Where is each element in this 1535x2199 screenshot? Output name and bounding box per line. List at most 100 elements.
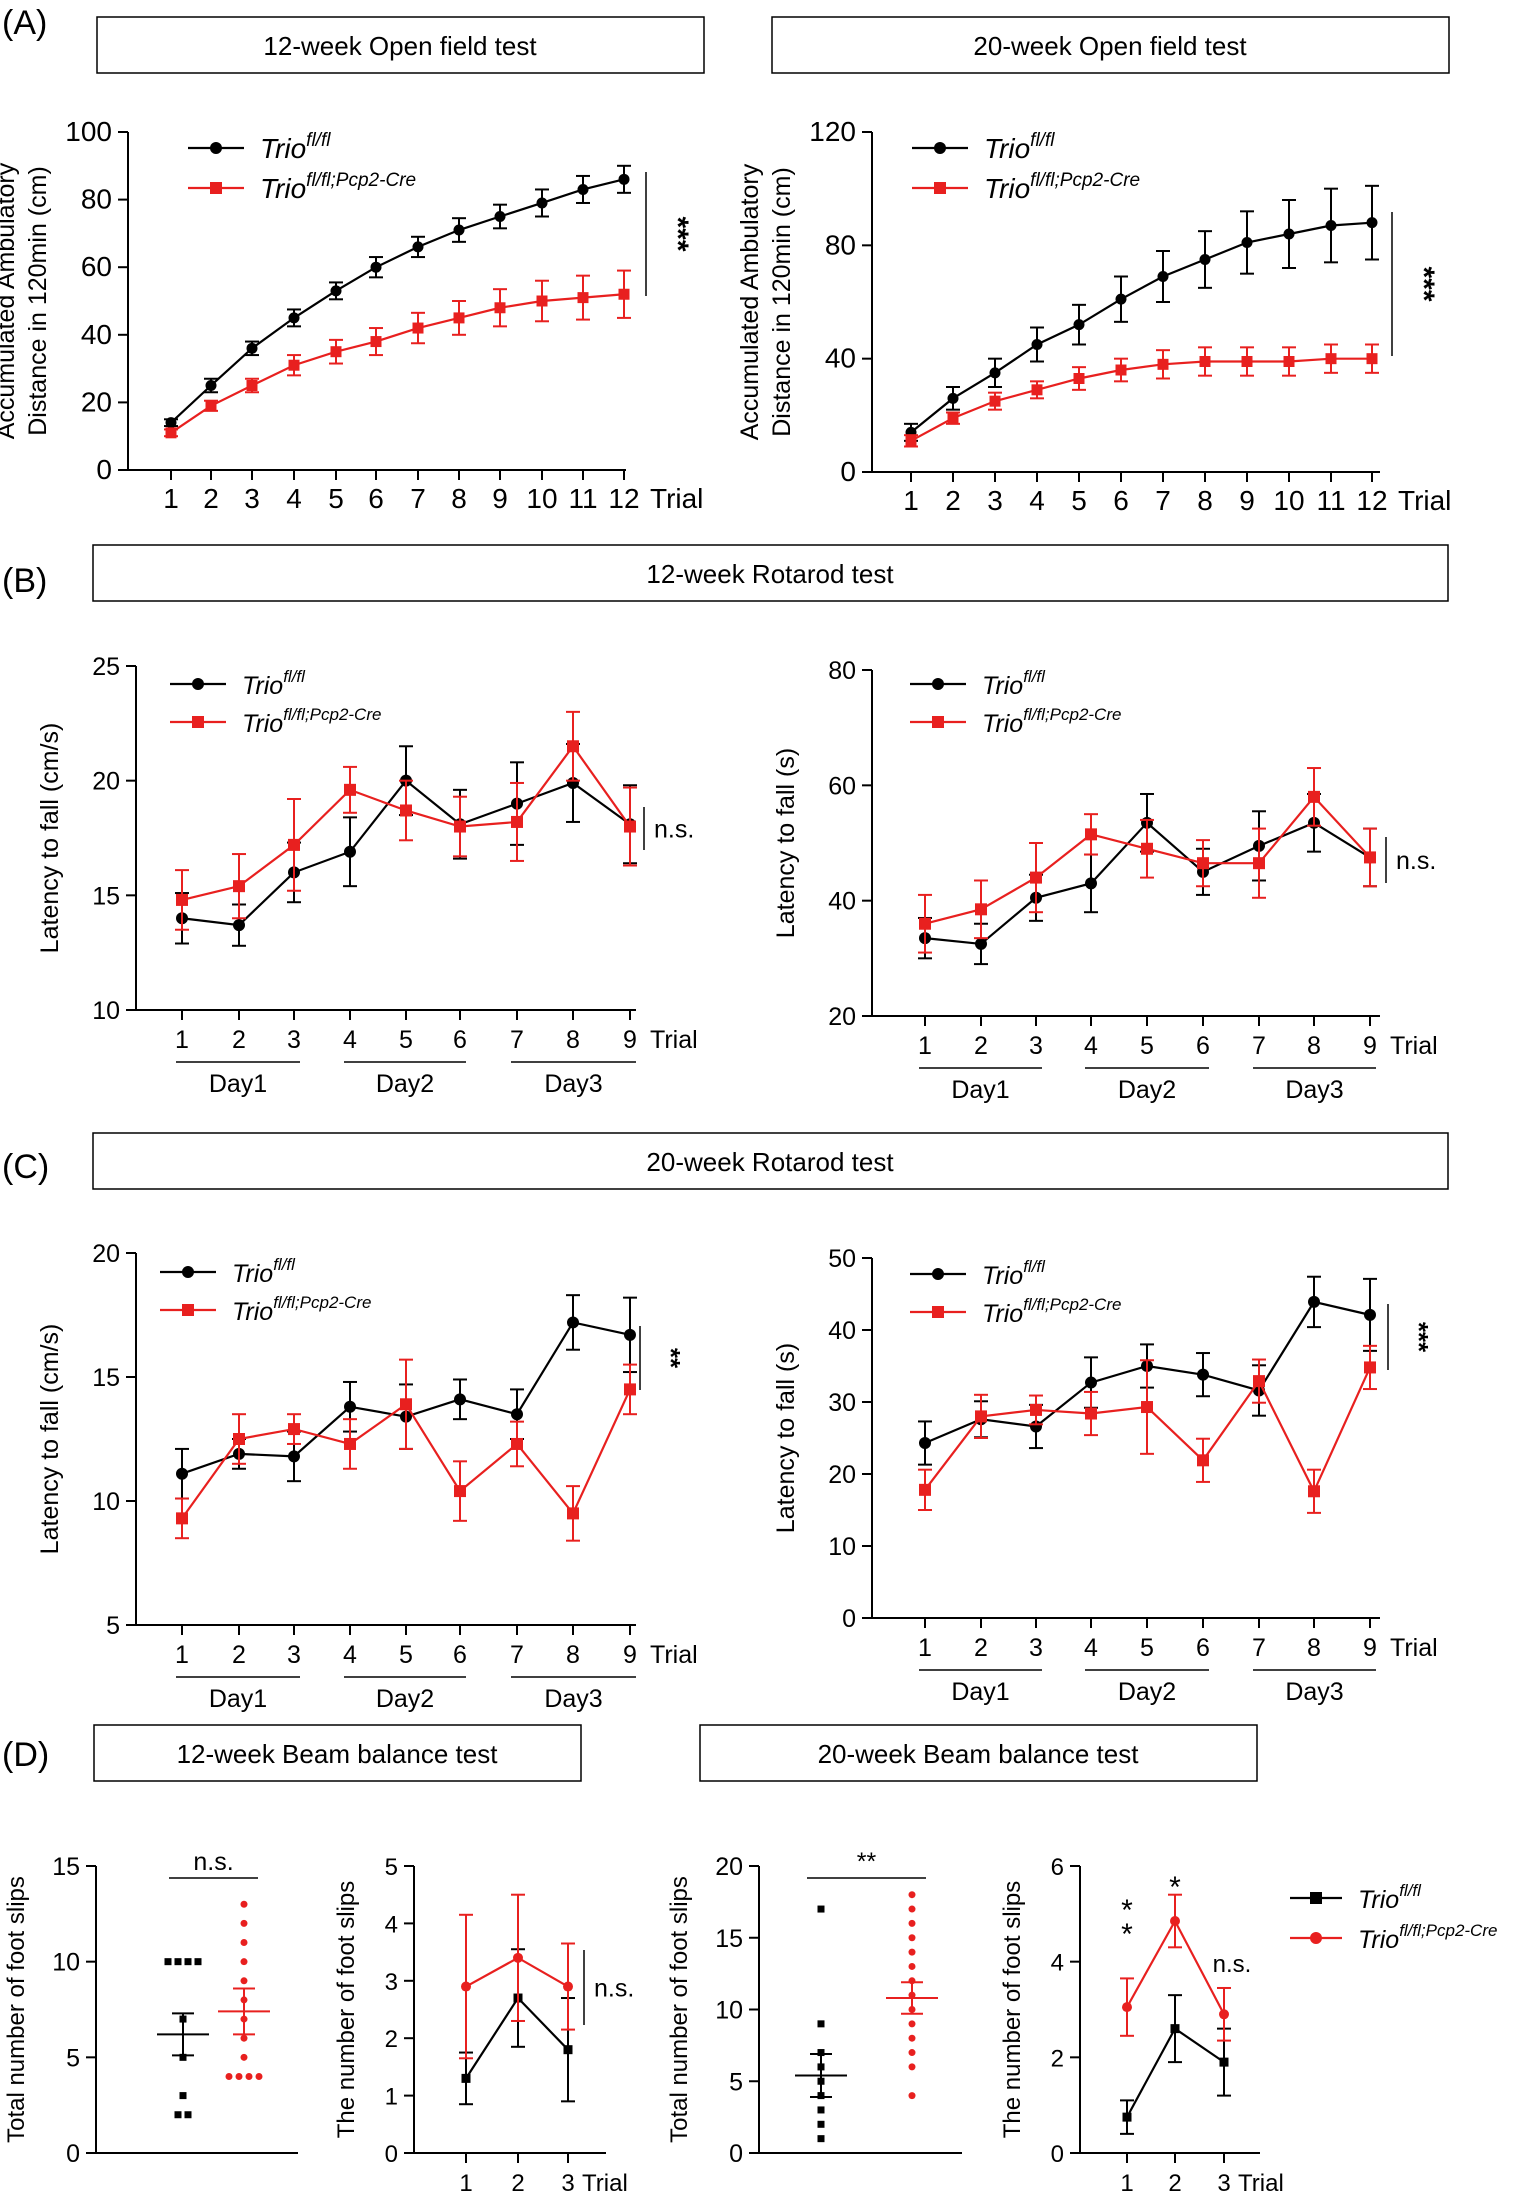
scatter-point [235, 2072, 243, 2080]
data-point [454, 820, 466, 833]
x-tick-label: 3 [244, 483, 260, 514]
x-tick-label: 3 [561, 2170, 574, 2197]
title-box-c [92, 1132, 1449, 1190]
title-box-a-left [96, 16, 705, 74]
data-point [453, 224, 465, 236]
x-tick-label: 8 [566, 1641, 580, 1669]
y-tick-label: 0 [840, 456, 856, 487]
x-tick-label: 3 [1029, 1634, 1043, 1662]
x-axis-label: Trial [1390, 1032, 1438, 1060]
legend-marker [932, 1306, 944, 1318]
data-point [461, 1981, 471, 1992]
data-point [494, 302, 506, 314]
significance-label: n.s. [654, 816, 694, 844]
x-tick-label: 8 [1307, 1032, 1321, 1060]
legend-label-0: Triofl/fl [260, 130, 331, 164]
scatter-point [908, 2092, 916, 2100]
y-tick-label: 5 [385, 1854, 398, 1881]
scatter-point [817, 2120, 825, 2128]
x-axis-label: Trial [582, 2170, 628, 2197]
legend-marker [932, 1268, 944, 1280]
data-point [567, 1507, 579, 1520]
scatter-point [240, 1939, 248, 1947]
data-point [919, 1437, 931, 1450]
day-label-2: Day2 [376, 1070, 434, 1098]
x-tick-label: 4 [1084, 1634, 1098, 1662]
data-point [1122, 2112, 1132, 2122]
data-point [536, 295, 548, 307]
data-point [1085, 1407, 1097, 1420]
y-axis-label: Distance in 120min (cm) [24, 166, 52, 436]
x-tick-label: 1 [459, 2170, 472, 2197]
y-tick-label: 80 [81, 184, 112, 215]
data-point [536, 197, 548, 209]
legend-marker [182, 1266, 194, 1278]
data-point [975, 903, 987, 916]
x-tick-label: 1 [175, 1641, 189, 1669]
sig-b2: n.s. [1385, 837, 1436, 883]
significance-label-trial1a: * [1121, 1894, 1133, 1927]
y-tick-label: 20 [92, 1240, 120, 1268]
y-tick-label: 10 [92, 997, 120, 1025]
scatter-point [908, 2034, 916, 2042]
significance-label: *** [1407, 266, 1440, 301]
day-label-2: Day2 [1118, 1076, 1176, 1104]
legend-c2: Triofl/fl Triofl/fl;Pcp2-Cre [910, 1257, 1121, 1328]
scatter-point [179, 2092, 187, 2100]
y-axis-label: Accumulated Ambulatory [0, 162, 20, 439]
series-line-0 [170, 178, 625, 424]
y-tick-label: 2 [1051, 2045, 1064, 2072]
y-tick-label: 100 [65, 116, 112, 147]
chart-d4: 0 2 4 6 The number of foot slips 1 2 3 Trial [999, 1854, 1284, 2197]
y-axis-label: The number of foot slips [999, 1881, 1026, 2138]
scatter-point [817, 2020, 825, 2028]
chart-d3: 0 5 10 15 20 Total number of foot slips ** [666, 1848, 962, 2168]
data-point [1085, 877, 1097, 890]
chart-d1: 0 5 10 15 Total number of foot slips n.s. [3, 1848, 298, 2168]
x-tick-label: 12 [1356, 485, 1387, 516]
day-label-2: Day2 [376, 1685, 434, 1713]
y-tick-label: 50 [828, 1245, 856, 1273]
legend-b1: Triofl/fl Triofl/fl;Pcp2-Cre [170, 667, 381, 738]
significance-label-trial3: n.s. [1213, 1951, 1252, 1978]
scatter-point [817, 2135, 825, 2143]
day-label-3: Day3 [1285, 1678, 1343, 1706]
data-point [577, 292, 589, 304]
data-point [1197, 1368, 1209, 1381]
data-point [330, 346, 342, 358]
x-tick-label: 3 [287, 1641, 301, 1669]
data-point [1031, 384, 1043, 396]
data-point [1308, 1485, 1320, 1498]
data-point [1170, 1916, 1180, 1927]
sig-c1: ** [639, 1326, 686, 1390]
x-tick-label: 7 [410, 483, 426, 514]
x-tick-label: 8 [451, 483, 467, 514]
data-point [246, 342, 258, 354]
panel-letter-b: (B) [2, 562, 47, 600]
data-point [1141, 842, 1153, 855]
y-axis-label: Latency to fall (s) [772, 748, 800, 938]
legend-label-0: Triofl/fl [1358, 1881, 1422, 1914]
data-point [1366, 217, 1378, 229]
data-point [511, 1408, 523, 1421]
scatter-point [240, 1958, 248, 1966]
data-point [567, 740, 579, 753]
x-tick-label: 4 [343, 1026, 357, 1054]
data-point [370, 336, 382, 348]
data-point [1364, 1308, 1376, 1321]
y-tick-label: 10 [828, 1533, 856, 1561]
data-point [989, 395, 1001, 407]
x-tick-label: 4 [1029, 485, 1045, 516]
legend-label-0: Triofl/fl [242, 667, 306, 700]
x-tick-label: 4 [286, 483, 302, 514]
data-point [905, 435, 917, 447]
data-point [989, 367, 1001, 379]
data-point [975, 1410, 987, 1423]
legend-c1: Triofl/fl Triofl/fl;Pcp2-Cre [160, 1255, 371, 1326]
data-point [288, 838, 300, 851]
legend-label-1: Triofl/fl;Pcp2-Cre [982, 705, 1121, 738]
data-point [330, 285, 342, 297]
legend-label-0: Triofl/fl [984, 130, 1055, 164]
